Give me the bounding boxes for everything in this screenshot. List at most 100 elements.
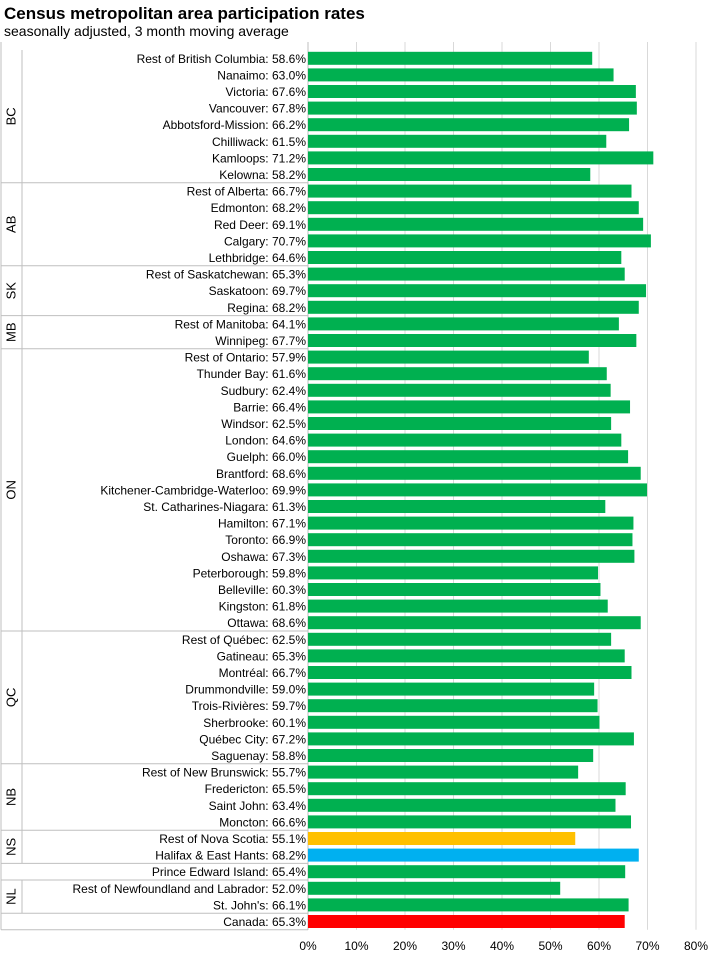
category-label: Fredericton: 65.5% — [205, 782, 307, 796]
bar — [308, 765, 579, 779]
bar — [308, 915, 625, 928]
bar — [308, 383, 611, 397]
bar — [308, 881, 561, 895]
bar — [308, 682, 595, 696]
bar — [308, 599, 608, 613]
category-label: Rest of Nova Scotia: 55.1% — [159, 832, 306, 846]
category-label: Ottawa: 68.6% — [227, 616, 306, 630]
bar — [308, 251, 622, 264]
bar — [308, 898, 629, 912]
category-label: Trois-Rivières: 59.7% — [192, 699, 307, 713]
bar — [308, 848, 639, 862]
group-label: QC — [4, 688, 19, 708]
category-label: Moncton: 66.6% — [219, 815, 306, 829]
category-label: Brantford: 68.6% — [216, 467, 306, 481]
x-tick-label: 60% — [587, 939, 611, 953]
bar — [308, 782, 626, 796]
category-label: Rest of Alberta: 66.7% — [187, 185, 307, 199]
category-label: Regina: 68.2% — [227, 301, 306, 315]
category-label: Saskatoon: 69.7% — [209, 284, 307, 298]
bar — [308, 732, 634, 746]
x-tick-label: 50% — [538, 939, 562, 953]
bar — [308, 367, 607, 381]
category-label: Lethbridge: 64.6% — [209, 251, 307, 265]
category-label: Abbotsford-Mission: 66.2% — [163, 118, 307, 132]
category-label: Rest of Ontario: 57.9% — [185, 351, 307, 365]
category-label: Oshawa: 67.3% — [221, 550, 306, 564]
group-label: NL — [4, 888, 19, 905]
bars — [308, 51, 654, 928]
category-label: Kingston: 61.8% — [219, 600, 307, 614]
bar — [308, 749, 594, 762]
bar — [308, 533, 633, 547]
bar — [308, 217, 644, 231]
group-label: MB — [4, 322, 19, 342]
category-label: Halifax & East Hants: 68.2% — [155, 849, 306, 863]
bar — [308, 400, 631, 414]
group-label: ON — [4, 480, 19, 500]
category-label: Guelph: 66.0% — [227, 450, 307, 464]
bar — [308, 699, 598, 713]
bar — [308, 201, 639, 215]
category-label: Calgary: 70.7% — [224, 234, 306, 248]
x-axis-ticks: 0% 10% 20% 30% 40% 50% 60% 70% 80% — [299, 939, 708, 953]
bar — [308, 566, 599, 580]
category-label: St. Catharines-Niagara: 61.3% — [143, 500, 306, 514]
category-label: Thunder Bay: 61.6% — [197, 367, 307, 381]
category-label: Rest of Newfoundland and Labrador: 52.0% — [73, 882, 307, 896]
bar — [308, 832, 576, 845]
category-label: Winnipeg: 67.7% — [215, 334, 306, 348]
x-tick-label: 20% — [393, 939, 417, 953]
bar — [308, 234, 651, 248]
category-label: Canada: 65.3% — [223, 915, 306, 929]
bar — [308, 616, 641, 630]
category-label: Windsor: 62.5% — [221, 417, 306, 431]
x-tick-label: 10% — [344, 939, 368, 953]
category-label: Rest of British Columbia: 58.6% — [137, 52, 307, 66]
group-labels: BC AB SK MB ON QC NB NS NL — [4, 107, 19, 905]
bar — [308, 334, 637, 347]
bar — [308, 184, 632, 198]
bar — [308, 433, 622, 447]
bar — [308, 118, 630, 132]
bar — [308, 466, 641, 480]
bar — [308, 85, 636, 98]
bar — [308, 350, 589, 364]
bar — [308, 715, 600, 729]
bar — [308, 68, 614, 82]
category-label: Drummondville: 59.0% — [185, 683, 306, 697]
chart-subtitle: seasonally adjusted, 3 month moving aver… — [4, 23, 289, 39]
category-label: Nanaimo: 63.0% — [217, 68, 306, 82]
category-label: Edmonton: 68.2% — [211, 201, 307, 215]
category-label: Barrie: 66.4% — [233, 400, 306, 414]
bar — [308, 284, 647, 298]
category-label: London: 64.6% — [225, 434, 306, 448]
group-label: AB — [4, 216, 19, 233]
bar — [308, 317, 619, 331]
bar — [308, 583, 601, 596]
category-label: Vancouver: 67.8% — [209, 102, 307, 116]
category-frame — [0, 42, 309, 931]
bar — [308, 267, 625, 281]
bar — [308, 417, 612, 430]
bar — [308, 168, 591, 181]
chart-title: Census metropolitan area participation r… — [4, 4, 365, 23]
category-label: Kamloops: 71.2% — [212, 151, 306, 165]
bar — [308, 666, 632, 679]
category-label: Rest of New Brunswick: 55.7% — [142, 766, 306, 780]
category-label: Montréal: 66.7% — [219, 666, 307, 680]
bar — [308, 483, 648, 497]
bar — [308, 134, 607, 148]
category-label: Sherbrooke: 60.1% — [203, 716, 306, 730]
category-label: Kelowna: 58.2% — [219, 168, 306, 182]
category-label: Prince Edward Island: 65.4% — [152, 865, 306, 879]
category-label: Gatineau: 65.3% — [217, 649, 307, 663]
category-label: Chilliwack: 61.5% — [212, 135, 306, 149]
x-tick-label: 0% — [299, 939, 317, 953]
category-label: Toronto: 66.9% — [225, 533, 306, 547]
x-tick-label: 40% — [490, 939, 514, 953]
bar — [308, 51, 593, 65]
category-label: Rest of Québec: 62.5% — [182, 633, 306, 647]
x-tick-label: 80% — [684, 939, 708, 953]
